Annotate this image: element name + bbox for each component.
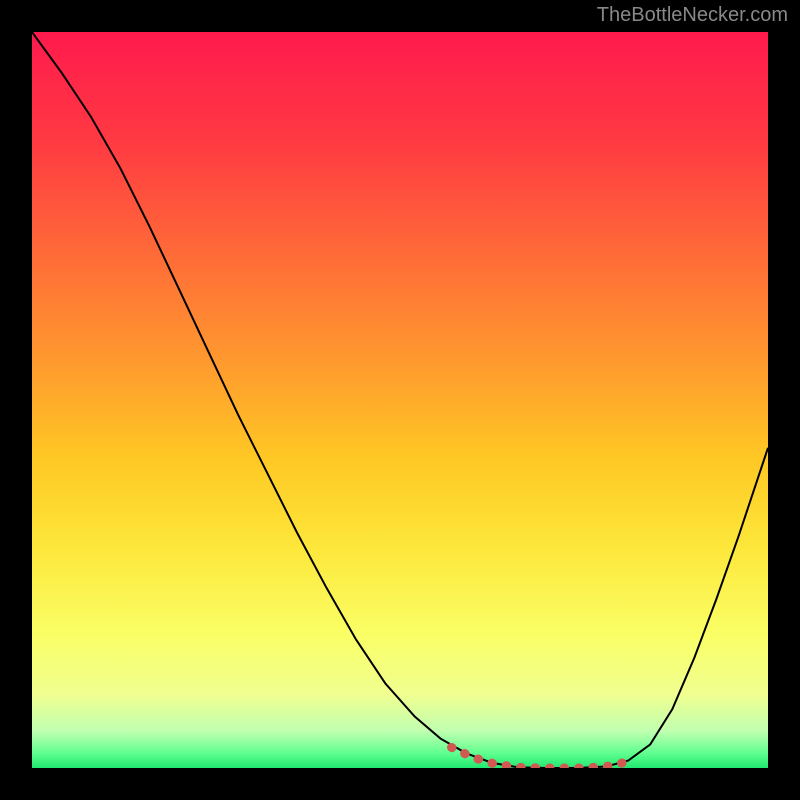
main-bottleneck-curve — [32, 32, 768, 768]
highlight-optimal-range — [452, 747, 632, 768]
chart-plot-area — [32, 32, 768, 768]
chart-curves — [32, 32, 768, 768]
watermark-text: TheBottleNecker.com — [597, 4, 788, 27]
